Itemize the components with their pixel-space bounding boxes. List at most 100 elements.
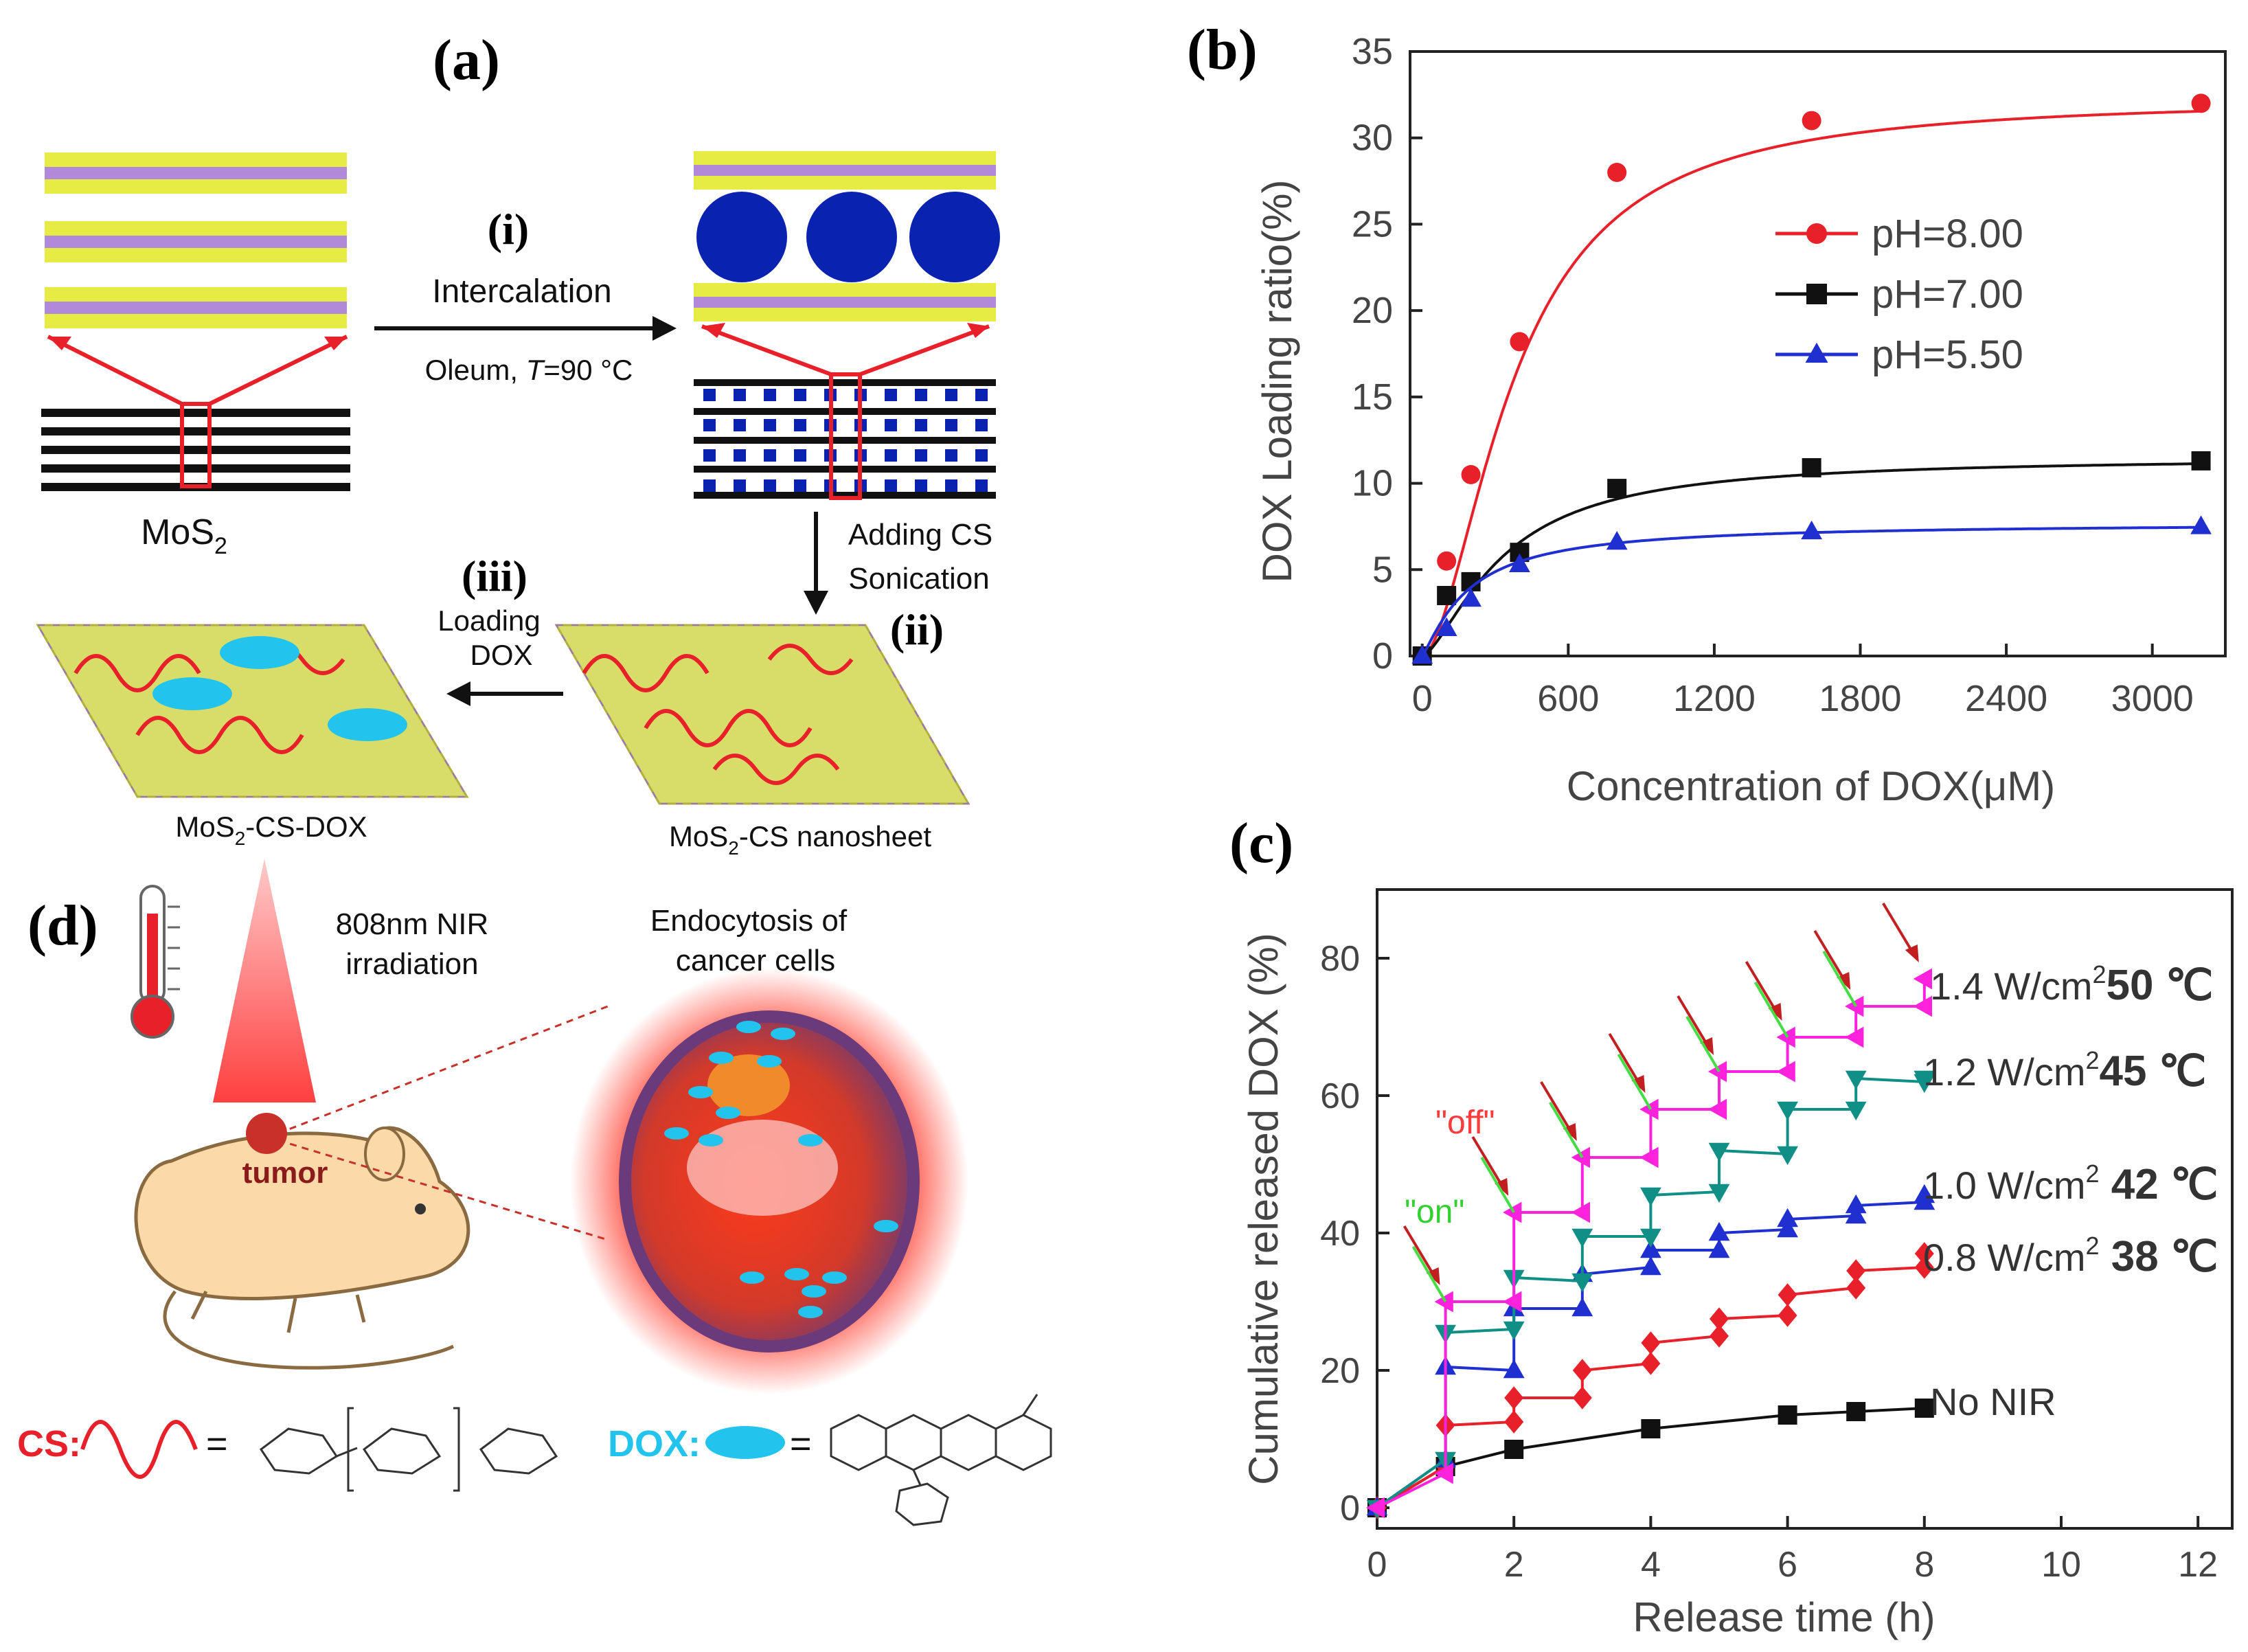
data-point-diamond [1641,1352,1661,1375]
dox-molecule [771,1028,795,1040]
y-tick-label: 20 [1352,290,1393,331]
cs-sphere [696,192,787,282]
on-arrow [1480,1156,1515,1214]
off-arrow-head [1905,944,1919,962]
data-point-square [1914,1399,1934,1418]
data-point-triangle-left [1639,1146,1659,1168]
legend-marker-square [1806,284,1827,304]
loading-label: Loading [438,604,540,637]
off-arrow-head [1768,1003,1782,1021]
dox-molecule [716,1107,740,1119]
x-tick-label: 2 [1504,1545,1524,1585]
x-tick-label: 3000 [2111,678,2194,719]
data-point-triangle [1460,587,1481,607]
x-tick-label: 0 [1412,678,1433,719]
cs-equals: = [206,1423,228,1464]
y-tick-label: 20 [1320,1351,1360,1391]
cumulative-release-chart: (c) 0 2 4 6 8 10 12 0 20 40 60 80 Release time (h) Cu… [1229,811,2234,1640]
off-arrow-head [1426,1267,1440,1285]
dox-legend-label: DOX: [608,1423,701,1464]
x-axis-label: Concentration of DOX(μM) [1567,763,2055,809]
data-point-triangle-left [1707,1061,1727,1083]
x-axis-label: Release time (h) [1633,1594,1935,1640]
data-point-triangle [1708,1238,1730,1258]
data-point-triangle-down [1640,1228,1661,1248]
data-point-diamond [1504,1410,1524,1434]
on-arrow [1549,1101,1584,1159]
data-point-triangle [1845,1194,1867,1214]
mos2-cs-nanosheet-label: MoS2-CS nanosheet [669,820,931,859]
series-label-temperature: 38 ℃ [2100,1233,2218,1280]
data-point-triangle [1640,1238,1661,1258]
data-point-diamond [1914,1242,1934,1265]
loading-ratio-chart: (b) 0 600 1200 1800 2400 3000 0 5 10 15 20 25 30 35 Co… [1187,18,2227,809]
data-point-triangle-left [1434,1462,1453,1484]
data-point-triangle-left [1639,1098,1659,1120]
data-point-triangle-down [1777,1146,1798,1166]
y-tick-label: 5 [1372,549,1393,590]
dox-molecule [757,1055,782,1067]
series-label-power: 1.0 W/cm [1923,1164,2085,1207]
data-point-triangle-down [1708,1184,1730,1203]
on-arrow [1617,1053,1653,1111]
x-tick-label: 2400 [1965,678,2047,719]
data-point-triangle-down [1571,1228,1593,1248]
on-arrow [1411,1245,1447,1303]
legend-marker-triangle [1805,342,1828,363]
data-point-triangle-left [1365,1497,1385,1519]
dox-legend-icon [705,1426,785,1459]
data-point-square [1846,1402,1866,1421]
data-point-triangle [2190,515,2212,534]
data-point-triangle [1411,644,1433,664]
dox-structure-diagram [830,1394,1052,1526]
series-label-superscript: 2 [2085,1232,2099,1260]
mos2-cs-dox-label: MoS2-CS-DOX [175,811,367,849]
step-iii-label: (iii) [462,552,527,600]
data-point-circle [1607,163,1627,182]
data-point-triangle [1845,1204,1867,1224]
data-point-diamond [1778,1304,1797,1327]
step-i-label: (i) [488,205,529,253]
dox-molecule [740,1271,764,1284]
x-tick-label: 10 [2041,1545,2081,1585]
panel-d-label: (d) [27,894,98,958]
data-point-triangle-left [1845,995,1864,1017]
data-point-triangle-left [1571,1146,1590,1168]
panel-b-label: (b) [1187,18,1258,82]
series-label: No NIR [1930,1380,2056,1423]
mos2-cs-nanosheet [554,624,970,805]
dox-molecule [709,1052,734,1064]
off-arrow-head [1563,1123,1577,1141]
series-label: 1.2 W/cm245 ℃ [1923,1046,2206,1095]
data-point-triangle-left [1913,968,1932,990]
data-point-triangle-left [1913,995,1932,1017]
fit-curve-square [1421,462,2201,657]
data-point-diamond [1572,1386,1592,1410]
y-tick-label: 0 [1372,635,1393,677]
mos2-layer-stack-left [45,152,347,328]
dox-molecule [688,1086,713,1098]
cs-sphere [909,192,1000,282]
intercalation-condition: Oleum, T=90 °C [425,354,633,386]
dox-molecule [664,1127,689,1140]
panel-a: (a) MoS2 [36,28,1000,859]
series-label-power: 1.2 W/cm [1923,1050,2085,1094]
plot-frame [1409,50,2227,657]
on-arrow [1685,1015,1721,1073]
nir-label-line1: 808nm NIR [336,907,489,941]
endocytosis-label-line1: Endocytosis of [650,904,848,938]
data-point-square [1641,1419,1661,1438]
dox-molecule [802,1285,826,1298]
dox-molecule [328,708,407,741]
data-point-square [1437,586,1457,605]
series-label-power: 0.8 W/cm [1923,1236,2085,1279]
data-point-circle [2191,93,2211,113]
series-label-temperature: 50 ℃ [2107,962,2214,1009]
x-tick-label: 4 [1641,1545,1661,1585]
nir-label-line2: irradiation [345,947,478,981]
off-arrow-head [1700,1037,1714,1055]
y-tick-label: 35 [1352,31,1393,72]
data-point-triangle [1777,1208,1798,1227]
sonication-label: Sonication [848,562,989,596]
